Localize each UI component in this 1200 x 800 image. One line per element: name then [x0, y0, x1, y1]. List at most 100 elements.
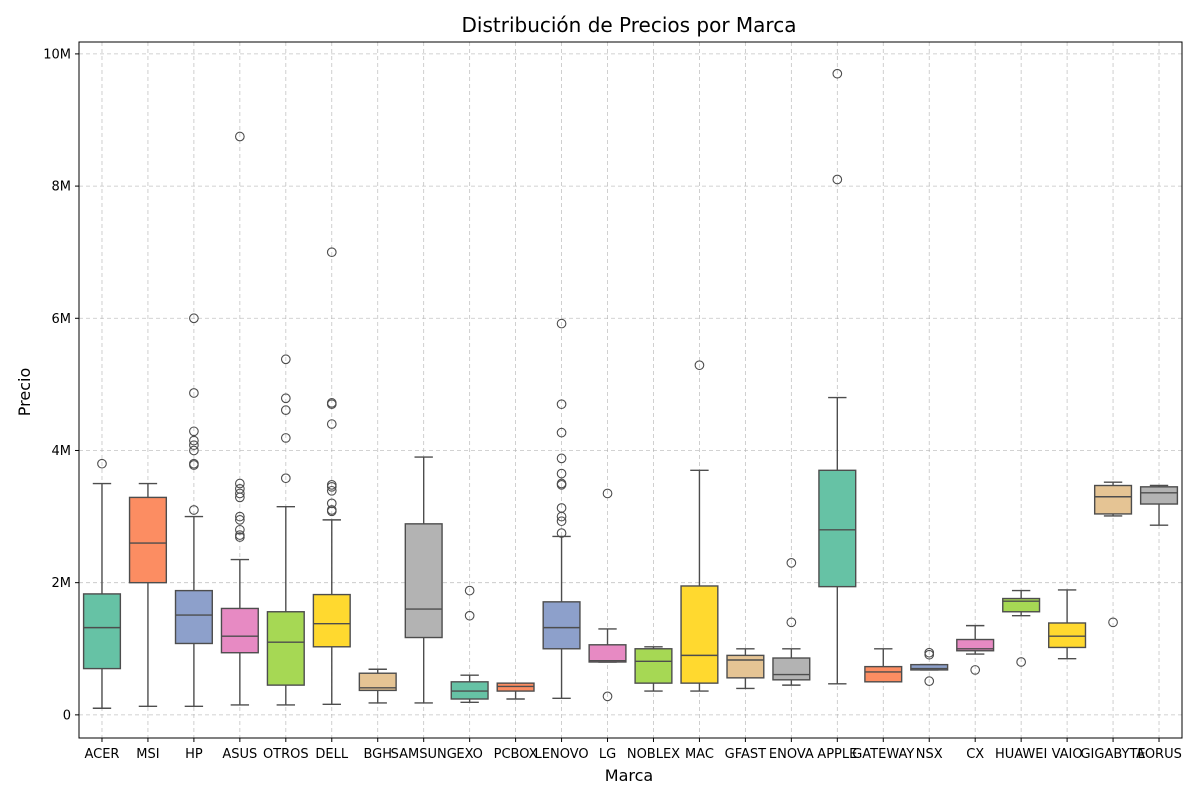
outlier-point: [694, 360, 705, 371]
x-tick-label: SAMSUNG: [391, 747, 457, 762]
box-lg: [588, 488, 627, 702]
x-tick-label: ASUS: [222, 747, 257, 762]
x-tick-label: LENOVO: [535, 747, 589, 762]
outlier-point: [1016, 657, 1026, 667]
x-tick-label: NSX: [916, 747, 943, 762]
outlier-point: [464, 610, 475, 621]
iqr-box: [542, 601, 581, 650]
outlier-point: [556, 503, 567, 513]
outlier-point: [556, 453, 567, 464]
y-axis-label: Precio: [15, 368, 34, 416]
outlier-point: [602, 488, 613, 499]
y-tick-label: 4M: [52, 444, 72, 459]
box-nsx: [910, 647, 949, 687]
box-enova: [772, 557, 811, 686]
outlier-point: [189, 435, 199, 446]
box-asus: [220, 131, 259, 706]
outlier-point: [832, 68, 843, 79]
x-tick-label: ENOVA: [769, 747, 814, 762]
outlier-point: [326, 419, 337, 429]
iqr-box: [312, 593, 351, 648]
outlier-point: [326, 498, 337, 509]
box-mac: [680, 360, 719, 692]
x-tick-label: MAC: [685, 747, 714, 762]
outlier-point: [235, 511, 245, 522]
outlier-point: [326, 247, 337, 258]
x-tick-label: CX: [966, 747, 984, 762]
box-cx: [956, 624, 995, 675]
outlier-point: [556, 399, 567, 410]
box-noblex: [634, 646, 673, 692]
iqr-box: [220, 607, 259, 654]
outlier-point: [189, 458, 199, 469]
iqr-box: [1048, 622, 1087, 649]
iqr-box: [404, 523, 443, 639]
boxes: [82, 68, 1179, 709]
iqr-box: [726, 654, 765, 679]
x-tick-label: AORUS: [1136, 747, 1182, 762]
outlier-point: [556, 318, 567, 329]
x-tick-label: GFAST: [725, 747, 767, 762]
iqr-box: [818, 469, 857, 588]
chart-title: Distribución de Precios por Marca: [462, 13, 797, 37]
x-tick-label: EXO: [456, 747, 483, 762]
x-tick-label: NOBLEX: [627, 747, 680, 762]
outlier-point: [280, 354, 291, 365]
outlier-point: [556, 516, 567, 527]
box-dell: [312, 247, 351, 705]
outlier-point: [786, 617, 797, 628]
x-tick-label: APPLE: [817, 747, 857, 762]
x-tick-label: VAIO: [1052, 747, 1083, 762]
outlier-point: [326, 398, 337, 408]
y-tick-label: 0: [63, 708, 71, 723]
x-tick-label: DELL: [315, 747, 348, 762]
outlier-point: [326, 479, 337, 490]
iqr-box: [358, 672, 397, 692]
box-huawei: [1002, 589, 1041, 667]
outlier-point: [235, 530, 245, 540]
iqr-box: [1139, 486, 1179, 505]
box-gateway: [864, 648, 903, 683]
x-tick-label: HP: [185, 747, 203, 762]
box-msi: [128, 482, 168, 707]
outlier-point: [786, 557, 797, 568]
outlier-point: [832, 174, 843, 185]
box-pcbox: [496, 682, 535, 700]
x-tick-label: LG: [599, 747, 616, 762]
x-axis-label: Marca: [605, 766, 653, 785]
x-tick-label: GATEWAY: [852, 747, 914, 762]
box-exo: [450, 585, 489, 704]
box-hp: [174, 313, 213, 707]
outlier-point: [189, 445, 199, 456]
y-tick-label: 8M: [52, 180, 72, 195]
y-tick-label: 10M: [43, 47, 71, 62]
box-samsung: [404, 456, 443, 704]
iqr-box: [174, 589, 213, 645]
outlier-point: [326, 485, 337, 496]
iqr-box: [680, 585, 719, 684]
y-axis-ticks: 0 2M 4M 6M 8M 10M: [43, 47, 79, 723]
outlier-point: [1108, 617, 1118, 628]
iqr-box: [864, 665, 903, 683]
x-tick-label: HUAWEI: [995, 747, 1047, 762]
grid: [79, 42, 1182, 738]
outlier-point: [235, 483, 245, 494]
y-tick-label: 2M: [52, 576, 72, 591]
outlier-point: [556, 468, 567, 479]
box-gigabyte: [1093, 481, 1133, 628]
iqr-box: [1093, 484, 1133, 515]
box-lenovo: [542, 318, 581, 700]
box-vaio: [1048, 589, 1087, 660]
x-tick-label: MSI: [136, 747, 159, 762]
outlier-point: [189, 505, 199, 515]
box-gfast: [726, 648, 765, 690]
outlier-point: [280, 433, 291, 443]
outlier-point: [189, 440, 199, 451]
box-otros: [266, 354, 305, 706]
outlier-point: [924, 647, 935, 658]
outlier-point: [602, 691, 613, 702]
iqr-box: [82, 593, 122, 670]
iqr-box: [588, 644, 627, 663]
